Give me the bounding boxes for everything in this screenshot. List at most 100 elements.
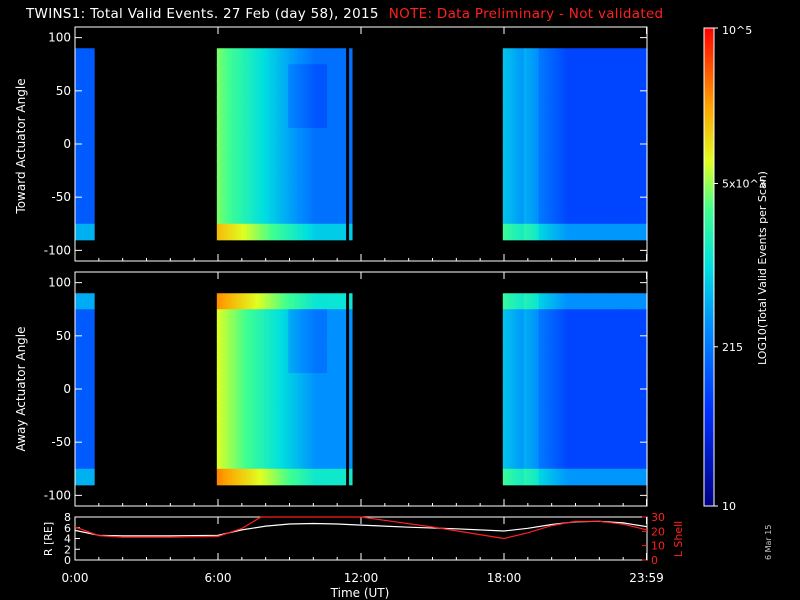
- heatmap-cell: [246, 191, 251, 209]
- heatmap-cell: [624, 96, 629, 113]
- heatmap-cell: [642, 373, 647, 390]
- heatmap-cell: [92, 452, 95, 470]
- heatmap-cell: [309, 452, 313, 470]
- heatmap-cell: [258, 404, 263, 422]
- heatmap-cell: [583, 468, 587, 486]
- heatmap-cell: [86, 389, 91, 406]
- heatmap-cell: [523, 96, 528, 113]
- heatmap-cell: [77, 357, 82, 374]
- heatmap-cell: [556, 96, 561, 113]
- heatmap-cell: [312, 341, 316, 358]
- heatmap-cell: [243, 293, 248, 310]
- heatmap-cell: [538, 144, 543, 161]
- heatmap-cell: [288, 436, 292, 454]
- heatmap-cell: [505, 357, 510, 374]
- heatmap-cell: [264, 389, 269, 406]
- heatmap-cell: [508, 64, 513, 81]
- heatmap-cell: [532, 144, 537, 161]
- heatmap-cell: [514, 293, 519, 310]
- heatmap-cell: [222, 309, 227, 326]
- heatmap-cell: [511, 64, 516, 81]
- heatmap-cell: [616, 341, 620, 358]
- heatmap-cell: [252, 175, 257, 193]
- heatmap-cell: [216, 325, 221, 342]
- heatmap-cell: [297, 420, 301, 438]
- heatmap-cell: [583, 48, 587, 65]
- heatmap-cell: [610, 468, 614, 486]
- heatmap-cell: [568, 357, 572, 374]
- heatmap-cell: [267, 373, 272, 390]
- heatmap-cell: [639, 389, 644, 406]
- heatmap-cell: [77, 207, 82, 225]
- heatmap-cell: [616, 325, 620, 342]
- heatmap-cell: [228, 144, 233, 161]
- heatmap-cell: [642, 420, 647, 438]
- heatmap-cell: [270, 112, 275, 129]
- heatmap-cell: [349, 389, 353, 406]
- heatmap-cell: [246, 436, 251, 454]
- heatmap-cell: [267, 325, 272, 342]
- heatmap-cell: [249, 389, 254, 406]
- heatmap-cell: [538, 223, 543, 241]
- heatmap-cell: [291, 48, 295, 65]
- heatmap-cell: [633, 293, 638, 310]
- heatmap-cell: [583, 96, 587, 113]
- heatmap-cell: [306, 357, 310, 374]
- heatmap-cell: [349, 96, 353, 113]
- heatmap-cell: [633, 175, 638, 193]
- heatmap-cell: [562, 144, 566, 161]
- heatmap-cell: [598, 159, 602, 177]
- heatmap-cell: [246, 373, 251, 390]
- heatmap-cell: [577, 223, 581, 241]
- heatmap-cell: [595, 468, 599, 486]
- heatmap-cell: [338, 48, 343, 65]
- heatmap-cell: [240, 128, 245, 145]
- heatmap-cell: [630, 389, 635, 406]
- heatmap-cell: [273, 325, 277, 342]
- heatmap-cell: [341, 112, 346, 129]
- heatmap-cell: [630, 207, 635, 225]
- heatmap-cell: [595, 309, 599, 326]
- heatmap-cell: [86, 309, 91, 326]
- heatmap-cell: [568, 404, 572, 422]
- heatmap-cell: [616, 175, 620, 193]
- heatmap-cell: [517, 452, 522, 470]
- heatmap-cell: [92, 191, 95, 209]
- heatmap-cell: [315, 223, 319, 241]
- heatmap-cell: [630, 223, 635, 241]
- heatmap-cell: [216, 48, 221, 65]
- heatmap-cell: [541, 144, 546, 161]
- heatmap-cell: [83, 468, 88, 486]
- heatmap-cell: [642, 341, 647, 358]
- heatmap-cell: [341, 96, 346, 113]
- heatmap-cell: [318, 389, 322, 406]
- heatmap-cell: [613, 309, 617, 326]
- heatmap-cell: [604, 436, 608, 454]
- heatmap-cell: [511, 436, 516, 454]
- heatmap-cell: [526, 357, 531, 374]
- heatmap-cell: [544, 309, 549, 326]
- heatmap-cell: [630, 191, 635, 209]
- heatmap-cell: [532, 325, 537, 342]
- heatmap-cell: [321, 389, 325, 406]
- heatmap-cell: [633, 325, 638, 342]
- heatmap-cell: [544, 357, 549, 374]
- heatmap-cell: [243, 144, 248, 161]
- heatmap-cell: [75, 389, 79, 406]
- heatmap-cell: [246, 468, 251, 486]
- heatmap-cell: [324, 223, 328, 241]
- heatmap-cell: [234, 452, 239, 470]
- heatmap-cell: [279, 48, 283, 65]
- heatmap-cell: [246, 223, 251, 241]
- heatmap-cell: [550, 175, 555, 193]
- heatmap-cell: [616, 309, 620, 326]
- heatmap-cell: [219, 420, 224, 438]
- heatmap-cell: [580, 48, 584, 65]
- heatmap-cell: [598, 468, 602, 486]
- heatmap-cell: [216, 223, 221, 241]
- heatmap-cell: [228, 223, 233, 241]
- heatmap-cell: [330, 48, 334, 65]
- heatmap-cell: [77, 420, 82, 438]
- heatmap-cell: [252, 436, 257, 454]
- heatmap-cell: [541, 309, 546, 326]
